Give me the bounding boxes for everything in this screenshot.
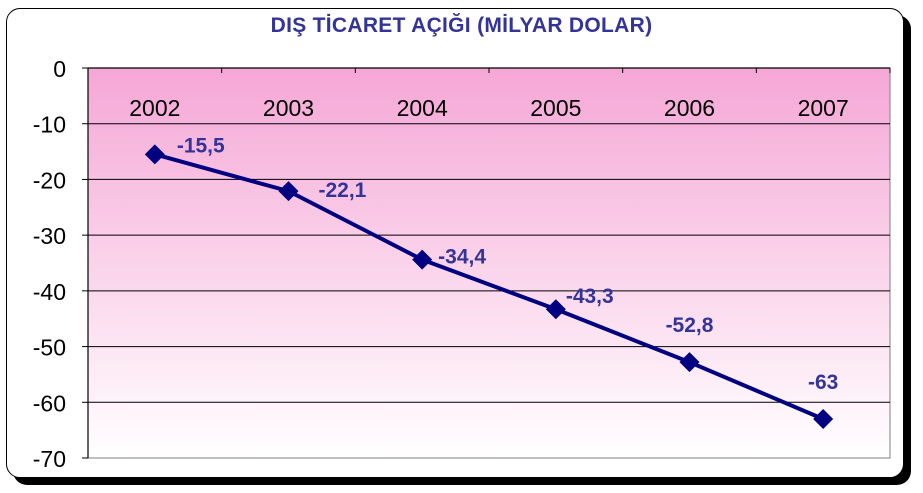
y-tick-label: -20 <box>33 167 66 193</box>
y-tick-label: -60 <box>33 390 66 416</box>
chart-title: DIŞ TİCARET AÇIĞI (MİLYAR DOLAR) <box>270 14 653 37</box>
data-label: -63 <box>808 371 838 394</box>
y-tick-label: -50 <box>33 335 66 361</box>
series-line <box>154 152 824 421</box>
data-point-marker <box>412 249 433 270</box>
y-tick-label: -40 <box>33 279 66 305</box>
x-tick-label: 2007 <box>798 95 849 121</box>
data-label: -15,5 <box>177 134 225 157</box>
data-point-marker <box>278 181 299 202</box>
data-point-marker <box>144 144 165 165</box>
data-labels: -15,5 -22,1 -34,4 -43,3 -52,8 -63 <box>177 134 839 394</box>
y-tick-label: -70 <box>33 446 66 472</box>
data-label: -34,4 <box>438 246 486 269</box>
grid-lines <box>88 123 890 403</box>
data-point-marker <box>813 409 834 429</box>
data-point-marker <box>679 352 700 373</box>
x-tick-label: 2006 <box>664 95 715 121</box>
data-label: -52,8 <box>666 314 714 337</box>
y-tick-label: -10 <box>33 112 66 138</box>
data-label: -22,1 <box>319 179 367 202</box>
y-tick-label: 0 <box>53 56 66 82</box>
data-point-marker <box>545 299 566 320</box>
series-markers <box>144 144 834 429</box>
axes <box>82 67 891 459</box>
x-tick-label: 2005 <box>530 95 581 121</box>
series-line-group <box>154 152 824 421</box>
x-tick-labels: 2002 2003 2004 2005 2006 2007 <box>129 95 849 121</box>
x-tick-label: 2003 <box>263 95 314 121</box>
y-tick-label: -30 <box>33 223 66 249</box>
plot-area <box>87 67 891 459</box>
data-label: -43,3 <box>566 285 614 308</box>
y-tick-labels: 0 -10 -20 -30 -40 -50 -60 -70 <box>33 56 66 472</box>
x-tick-label: 2004 <box>397 95 448 121</box>
x-tick-label: 2002 <box>129 95 180 121</box>
